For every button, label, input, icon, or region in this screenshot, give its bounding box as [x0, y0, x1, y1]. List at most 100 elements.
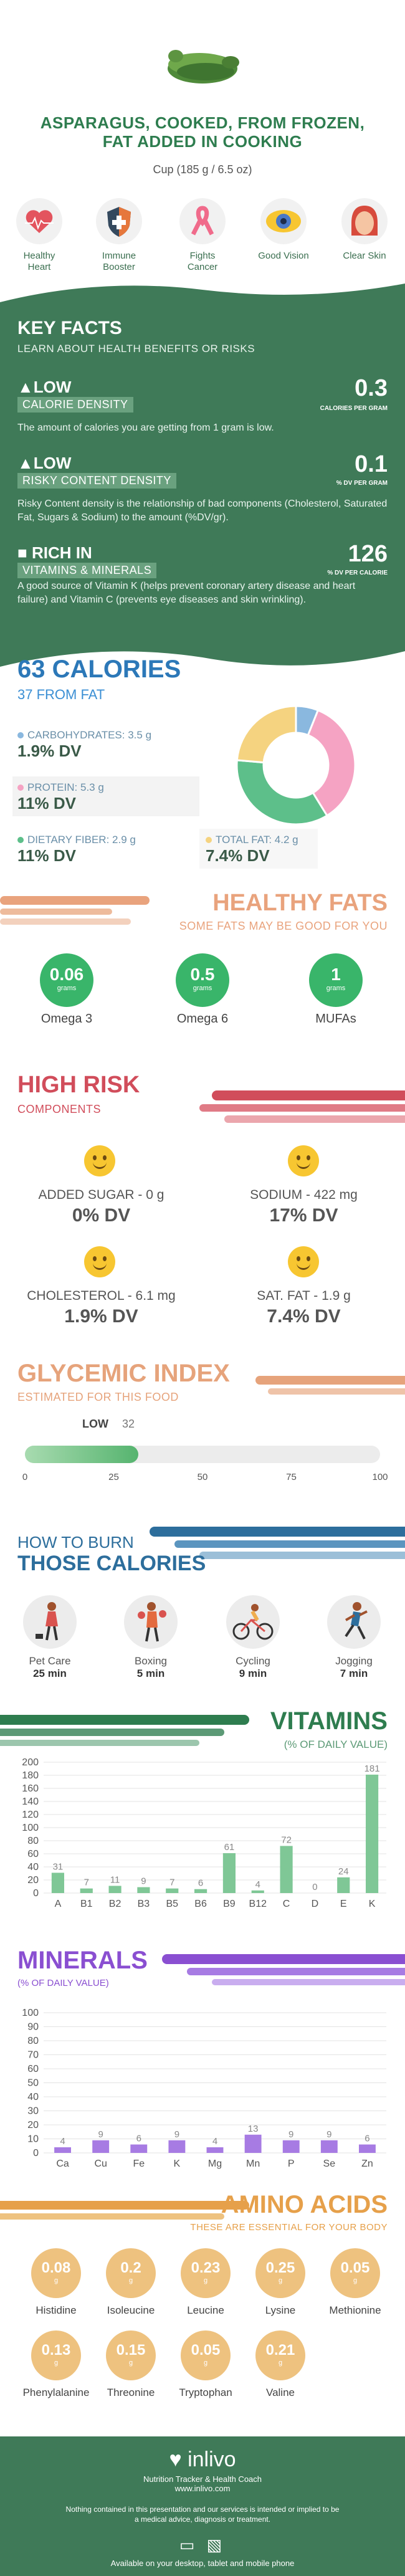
smiley-icon — [288, 1145, 319, 1176]
mufas-label: MUFAs — [315, 1012, 356, 1026]
activity-name: Boxing — [135, 1655, 167, 1667]
glycemic-tick-label: 75 — [286, 1472, 297, 1482]
vitamin-value-label: 6 — [198, 1878, 203, 1889]
amino-threonine: 0.15 g Threonine — [93, 2330, 168, 2399]
mineral-ytick-label: 10 — [27, 2134, 39, 2145]
mineral-bar-k — [168, 2140, 186, 2153]
protein-name: PROTEIN: 5.3 g — [27, 781, 104, 793]
burn-subtitle: HOW TO BURN — [17, 1533, 134, 1552]
vitamin-category-label: B9 — [223, 1899, 236, 1909]
burn-stripes — [150, 1527, 405, 1559]
dog-walker-icon — [23, 1595, 77, 1649]
carbs-name: CARBOHYDRATES: 3.5 g — [27, 729, 152, 741]
omega3-unit: grams — [57, 985, 77, 992]
face-icon — [341, 198, 388, 244]
vitamin-ytick-label: 180 — [22, 1770, 39, 1781]
vitamin-value-label: 4 — [255, 1879, 260, 1890]
sodium-name: SODIUM - 422 mg — [250, 1188, 358, 1202]
vitamins-bar-chart: 02040608010012014016018020031A7B111B29B3… — [22, 1757, 386, 1909]
macro-fat: TOTAL FAT: 4.2 g 7.4% DV — [206, 834, 298, 866]
mineral-ytick-label: 90 — [27, 2022, 39, 2033]
amino-circle: 0.05 g — [181, 2330, 231, 2380]
devices-icon: ▭ ▧ — [179, 2535, 226, 2554]
donut-slice-dietary-fiber — [236, 759, 328, 826]
activity-name: Jogging — [335, 1655, 373, 1667]
rich-label: VITAMINS & MINERALS — [17, 563, 157, 578]
amino-label: Valine — [266, 2387, 295, 2398]
amino-leucine: 0.23 g Leucine — [168, 2248, 243, 2317]
amino-circle: 0.21 g — [255, 2330, 305, 2380]
activity-jogging: Jogging 7 min — [323, 1595, 385, 1680]
vitamin-ytick-label: 40 — [27, 1862, 39, 1872]
vitamin-ytick-label: 200 — [22, 1757, 39, 1768]
leaf-icon: ■ — [17, 543, 27, 562]
vitamin-category-label: B5 — [166, 1899, 178, 1909]
amino-label: Tryptophan — [179, 2387, 232, 2398]
amino-value: 0.23 — [191, 2259, 221, 2276]
footer-disclaimer: Nothing contained in this presentation a… — [65, 2505, 340, 2524]
amino-unit: g — [128, 2277, 133, 2284]
vitamin-value-label: 24 — [338, 1866, 349, 1877]
footer-url[interactable]: www.inlivo.com — [174, 2484, 231, 2493]
amino-label: Leucine — [187, 2304, 224, 2316]
high-risk-subtitle: COMPONENTS — [17, 1103, 102, 1115]
calorie-density-label: CALORIE DENSITY — [17, 397, 133, 413]
mineral-category-label: Mn — [246, 2159, 260, 2169]
mineral-category-label: P — [288, 2159, 295, 2169]
high-risk-stripes — [199, 1090, 405, 1123]
calories-title: 63 CALORIES — [17, 656, 181, 683]
warning-icon: ▲ — [17, 454, 34, 472]
amino-label: Methionine — [329, 2304, 381, 2316]
glycemic-value: 32 — [122, 1418, 135, 1430]
benefit-label: Clear Skin — [343, 250, 386, 261]
vitamin-ytick-label: 0 — [33, 1888, 39, 1899]
calorie-density-value: 0.3 — [355, 375, 388, 401]
benefit-fights-cancer: Fights Cancer — [174, 198, 231, 273]
rich-in-block: ■ RICH IN VITAMINS & MINERALS — [17, 543, 157, 578]
mineral-value-label: 4 — [60, 2136, 65, 2147]
mineral-bar-ca — [54, 2147, 71, 2153]
rich-desc: A good source of Vitamin K (helps preven… — [17, 581, 356, 605]
mufas-unit: grams — [326, 985, 346, 992]
amino-circle: 0.13 g — [31, 2330, 81, 2380]
smiley-icon — [84, 1246, 115, 1277]
heart-logo-icon: ♥ — [169, 2448, 182, 2471]
rich-unit: % DV PER CALORIE — [327, 570, 388, 576]
amino-value: 0.15 — [116, 2342, 146, 2359]
vitamin-ytick-label: 100 — [22, 1823, 39, 1833]
amino-unit: g — [128, 2359, 133, 2367]
mineral-value-label: 9 — [326, 2129, 331, 2140]
benefit-immune-booster: Immune Booster — [91, 198, 147, 273]
activity-cycling: Cycling 9 min — [222, 1595, 284, 1680]
donut-slice-protein — [307, 708, 356, 817]
burn-title: THOSE CALORIES — [17, 1552, 206, 1575]
mineral-ytick-label: 40 — [27, 2092, 39, 2102]
amino-label: Lysine — [265, 2304, 296, 2316]
vitamin-ytick-label: 60 — [27, 1849, 39, 1859]
key-facts-title: KEY FACTS — [17, 318, 122, 338]
vitamin-value-label: 61 — [224, 1842, 235, 1853]
amino-valine: 0.21 g Valine — [243, 2330, 318, 2399]
glycemic-tick-label: 50 — [197, 1472, 208, 1482]
brand-name: inlivo — [188, 2448, 236, 2471]
added-sugar-dv: 0% DV — [72, 1205, 131, 1226]
macro-protein: PROTEIN: 5.3 g 11% DV — [17, 781, 104, 813]
fiber-dv: 11% DV — [17, 846, 76, 865]
carbs-dot-icon — [17, 732, 24, 738]
risky-label: RISKY CONTENT DENSITY — [17, 473, 176, 489]
carbs-dv: 1.9% DV — [17, 742, 82, 760]
footer-available: Available on your desktop, tablet and mo… — [110, 2559, 295, 2568]
omega3-value: 0.06 — [49, 965, 84, 984]
mineral-category-label: Cu — [94, 2159, 107, 2169]
amino-circle: 0.15 g — [106, 2330, 156, 2380]
smiley-icon — [288, 1246, 319, 1277]
mufas-value: 1 — [331, 965, 341, 984]
cholesterol-name: CHOLESTEROL - 6.1 mg — [27, 1289, 176, 1303]
risky-level: LOW — [33, 454, 72, 472]
vitamin-ytick-label: 160 — [22, 1783, 39, 1794]
calories-subtitle: 37 FROM FAT — [17, 687, 105, 702]
omega6-unit: grams — [193, 985, 212, 992]
amino-circle: 0.2 g — [106, 2248, 156, 2298]
donut-slice-total-fat — [236, 705, 297, 764]
glycemic-subtitle: ESTIMATED FOR THIS FOOD — [17, 1391, 179, 1403]
